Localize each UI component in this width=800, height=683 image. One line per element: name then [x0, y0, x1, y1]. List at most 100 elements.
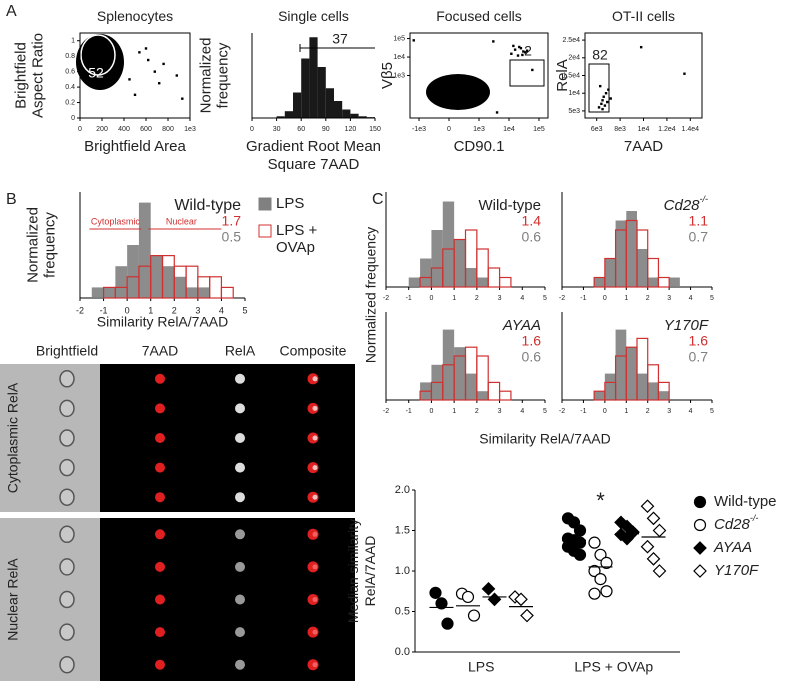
cell-rela — [235, 627, 245, 638]
chart-title-text: Y170F — [664, 317, 709, 334]
x-tick-label: 3 — [498, 408, 502, 415]
point — [588, 536, 601, 549]
y-tick-label: 0.6 — [65, 68, 75, 75]
histogram-bar — [115, 266, 128, 298]
histogram-bar — [658, 391, 670, 400]
x-tick-label: 30 — [273, 126, 281, 133]
histogram-bar — [138, 202, 151, 298]
histogram-bar — [420, 258, 432, 287]
x-tick-label: 3 — [498, 295, 502, 302]
x-tick-label: 1e3 — [184, 126, 196, 133]
x-tick-label: 0 — [125, 305, 130, 315]
x-axis-label: Similarity RelA/7AAD — [479, 431, 610, 447]
histogram-bar — [342, 109, 351, 118]
cell-7aad — [155, 492, 165, 503]
cell-composite-overlay — [312, 435, 318, 441]
point — [639, 45, 643, 49]
histogram-bar — [293, 92, 302, 118]
x-tick-label: 90 — [322, 126, 330, 133]
point — [481, 581, 496, 596]
histogram-bar — [454, 347, 466, 400]
y-tick-label: 1.0 — [395, 565, 410, 577]
x-axis-label: Gradient Root Mean — [246, 138, 381, 155]
chart-title: Focused cells — [436, 8, 522, 24]
point — [162, 62, 165, 66]
point — [514, 592, 528, 607]
legend-text: Wild-type — [714, 493, 777, 510]
point — [602, 95, 605, 98]
cell-rela — [235, 594, 245, 605]
cell-brightfield — [59, 488, 75, 506]
chart-title: Wild-type — [478, 197, 541, 214]
x-tick-label: 150 — [369, 126, 381, 133]
legend-superscript: -/- — [750, 513, 759, 523]
histogram-bar — [276, 116, 285, 118]
cell-rela — [235, 561, 245, 572]
point — [609, 97, 612, 100]
histogram-bar — [476, 355, 489, 401]
x-tick-label: -1 — [406, 408, 412, 415]
point — [600, 556, 613, 570]
histogram-bar — [350, 113, 359, 118]
cell-brightfield — [59, 429, 75, 447]
x-tick-label: 5 — [543, 408, 547, 415]
y-axis-label-line: RelA/7AAD — [362, 536, 378, 607]
histogram-bar — [647, 382, 659, 400]
point — [521, 53, 524, 57]
x-tick-label: 6e3 — [591, 126, 603, 133]
x-tick-label: 4 — [520, 408, 524, 415]
y-axis-label-line: Median similarity — [345, 519, 361, 623]
point — [510, 52, 513, 55]
cell-composite-overlay — [312, 531, 318, 537]
point — [441, 617, 454, 630]
x-tick-label: 0 — [250, 126, 254, 133]
point — [138, 51, 141, 54]
point — [594, 548, 607, 561]
chart-title-text: OT-II cells — [612, 8, 675, 24]
y-tick-label: 0.2 — [65, 99, 75, 106]
cell-7aad — [155, 594, 165, 605]
chart-title: Splenocytes — [97, 8, 173, 24]
y-tick-label: 2.0 — [395, 484, 410, 496]
point — [646, 552, 661, 566]
cell-composite-overlay — [312, 494, 318, 500]
point — [601, 99, 604, 102]
histogram-bar — [657, 276, 670, 288]
histogram-bar — [615, 220, 627, 287]
x-tick-label: 800 — [162, 126, 174, 133]
y-axis-label: Normalized frequency — [24, 207, 58, 283]
cell-brightfield — [59, 370, 75, 388]
cell-composite-overlay — [312, 376, 318, 382]
histogram-bar — [431, 230, 443, 287]
point — [429, 586, 442, 599]
y-tick-label: 0 — [71, 115, 75, 122]
cell-brightfield — [59, 458, 75, 477]
cell-composite-overlay — [312, 597, 318, 602]
histogram-bar — [476, 277, 489, 287]
point — [600, 102, 603, 106]
y-axis-label: Normalized frequency — [363, 227, 379, 363]
x-tick-label: -2 — [383, 408, 389, 415]
chart-title-superscript: -/- — [700, 194, 709, 204]
x-tick-label: 200 — [96, 126, 108, 133]
histogram-bar — [669, 277, 680, 287]
y-tick-label: 2e4 — [568, 55, 580, 62]
x-tick-label: -2 — [559, 295, 565, 302]
legend-label: Wild-type — [714, 493, 777, 510]
point — [594, 572, 607, 586]
x-tick-label: 2 — [646, 408, 650, 415]
column-header: Composite — [280, 343, 347, 359]
histogram-bar — [197, 287, 210, 298]
chart-title-text: Splenocytes — [97, 8, 173, 24]
histogram-bar — [366, 117, 375, 118]
gate-label: 52 — [88, 65, 104, 81]
x-axis-label: Square 7AAD — [268, 156, 360, 173]
point — [573, 524, 587, 537]
histogram-bar — [284, 111, 293, 118]
point — [461, 590, 475, 604]
y-axis-label-line: Brightfield — [12, 42, 29, 109]
x-tick-label: -1 — [580, 408, 586, 415]
chart-title-text: Focused cells — [436, 8, 522, 24]
row-label: Cytoplasmic RelA — [5, 382, 21, 493]
chart-title: Wild-type — [174, 197, 241, 214]
